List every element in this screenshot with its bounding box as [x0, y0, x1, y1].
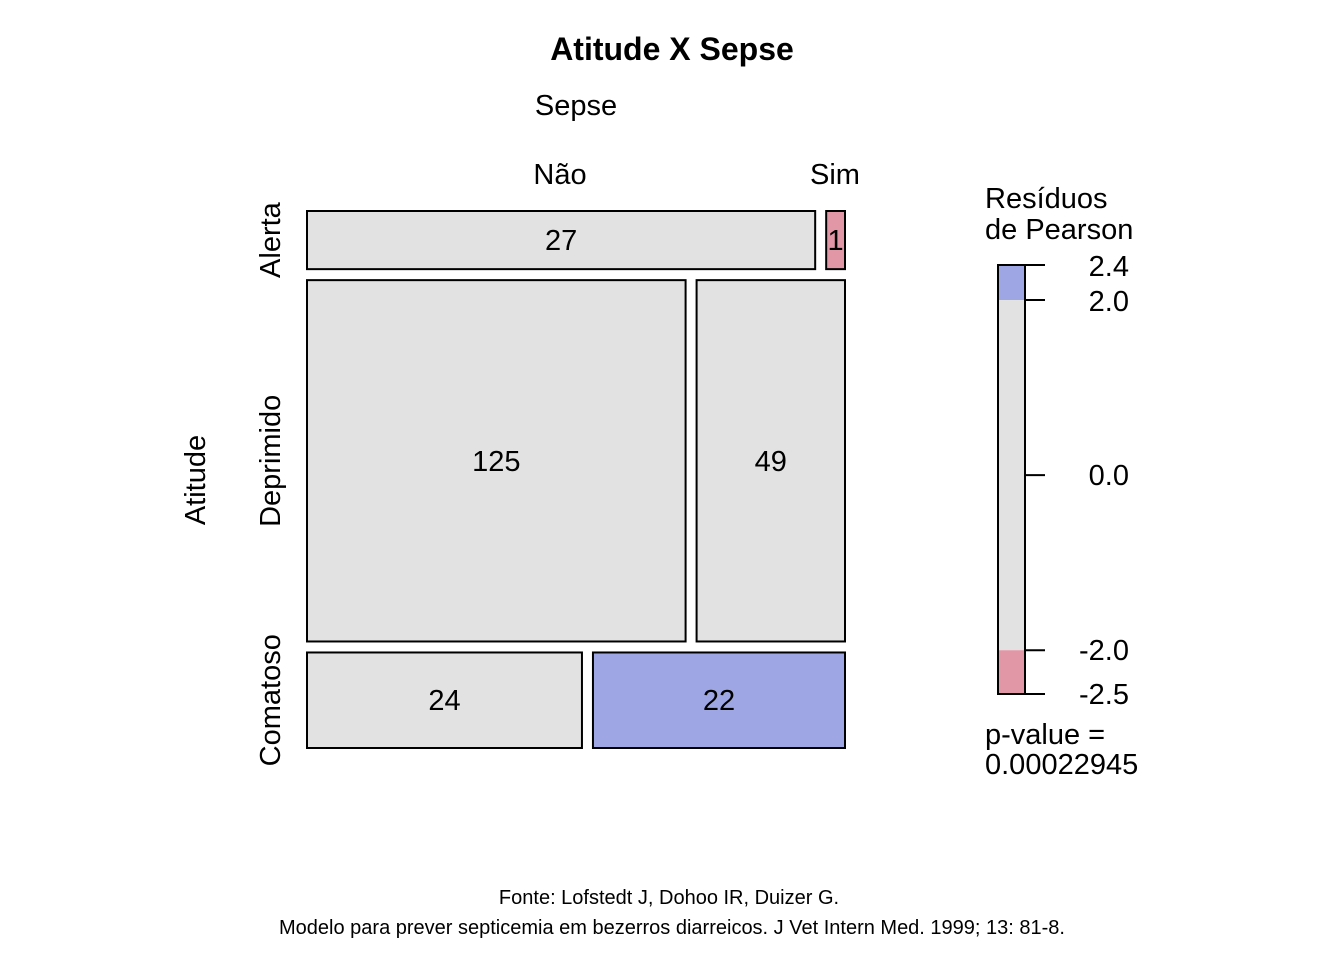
legend-title-line1: Resíduos [985, 183, 1108, 215]
residual-legend: Resíduos de Pearson 2.42.0 0.0 -2.0 -2.5 p-… [985, 183, 1138, 781]
cell-count-label: 24 [428, 685, 460, 717]
row-level-label: Alerta [255, 201, 287, 278]
mosaic-cell-deprimido-1 [306, 279, 687, 643]
row-level-label: Deprimido [255, 395, 287, 527]
legend-segment-neutral [998, 300, 1025, 651]
cell-count-label: 27 [545, 225, 577, 257]
mosaic-cell-alerta-2 [825, 210, 847, 271]
p-value-label: p-value = [985, 719, 1105, 751]
legend-title-line2: de Pearson [985, 214, 1133, 246]
legend-tick-label: 0.0 [1089, 460, 1129, 492]
mosaic-cell-comatoso-2 [591, 651, 847, 750]
legend-segment-negative [998, 650, 1025, 694]
legend-tick-label: -2.5 [1079, 679, 1129, 711]
p-value-number: 0.00022945 [985, 749, 1138, 781]
row-level-labels: Alerta Deprimido Comatoso [255, 201, 287, 766]
cell-count-label: 125 [472, 446, 520, 478]
mosaic-cells: 27 1 125 49 24 22 [306, 210, 847, 750]
mosaic-cell-comatoso-1 [306, 651, 583, 750]
legend-tick-label: 2.4 [1089, 251, 1129, 283]
legend-segment-positive [998, 265, 1025, 301]
footer-reference: Modelo para prever septicemia em bezerro… [279, 917, 1065, 939]
legend-tick-label: 2.0 [1089, 286, 1129, 318]
footer-source: Fonte: Lofstedt J, Dohoo IR, Duizer G. [499, 887, 839, 909]
legend-bar-border [997, 264, 1026, 695]
chart-title: Atitude X Sepse [550, 31, 794, 67]
mosaic-cell-deprimido-2 [695, 279, 847, 643]
cell-count-label: 1 [828, 225, 844, 257]
mosaic-cell-alerta-1 [306, 210, 817, 271]
row-variable-label: Atitude [180, 435, 212, 525]
column-variable-label: Sepse [535, 90, 617, 122]
cell-count-label: 49 [755, 446, 787, 478]
cell-count-label: 22 [703, 685, 735, 717]
column-level-labels: Não Sim [533, 159, 860, 191]
column-level-label: Não [533, 159, 586, 191]
column-level-label: Sim [810, 159, 860, 191]
legend-ticks: 2.42.0 0.0 -2.0 -2.5 [1025, 251, 1129, 711]
legend-tick-label: -2.0 [1079, 635, 1129, 667]
row-level-label: Comatoso [255, 634, 287, 766]
legend-color-bar [997, 264, 1026, 695]
